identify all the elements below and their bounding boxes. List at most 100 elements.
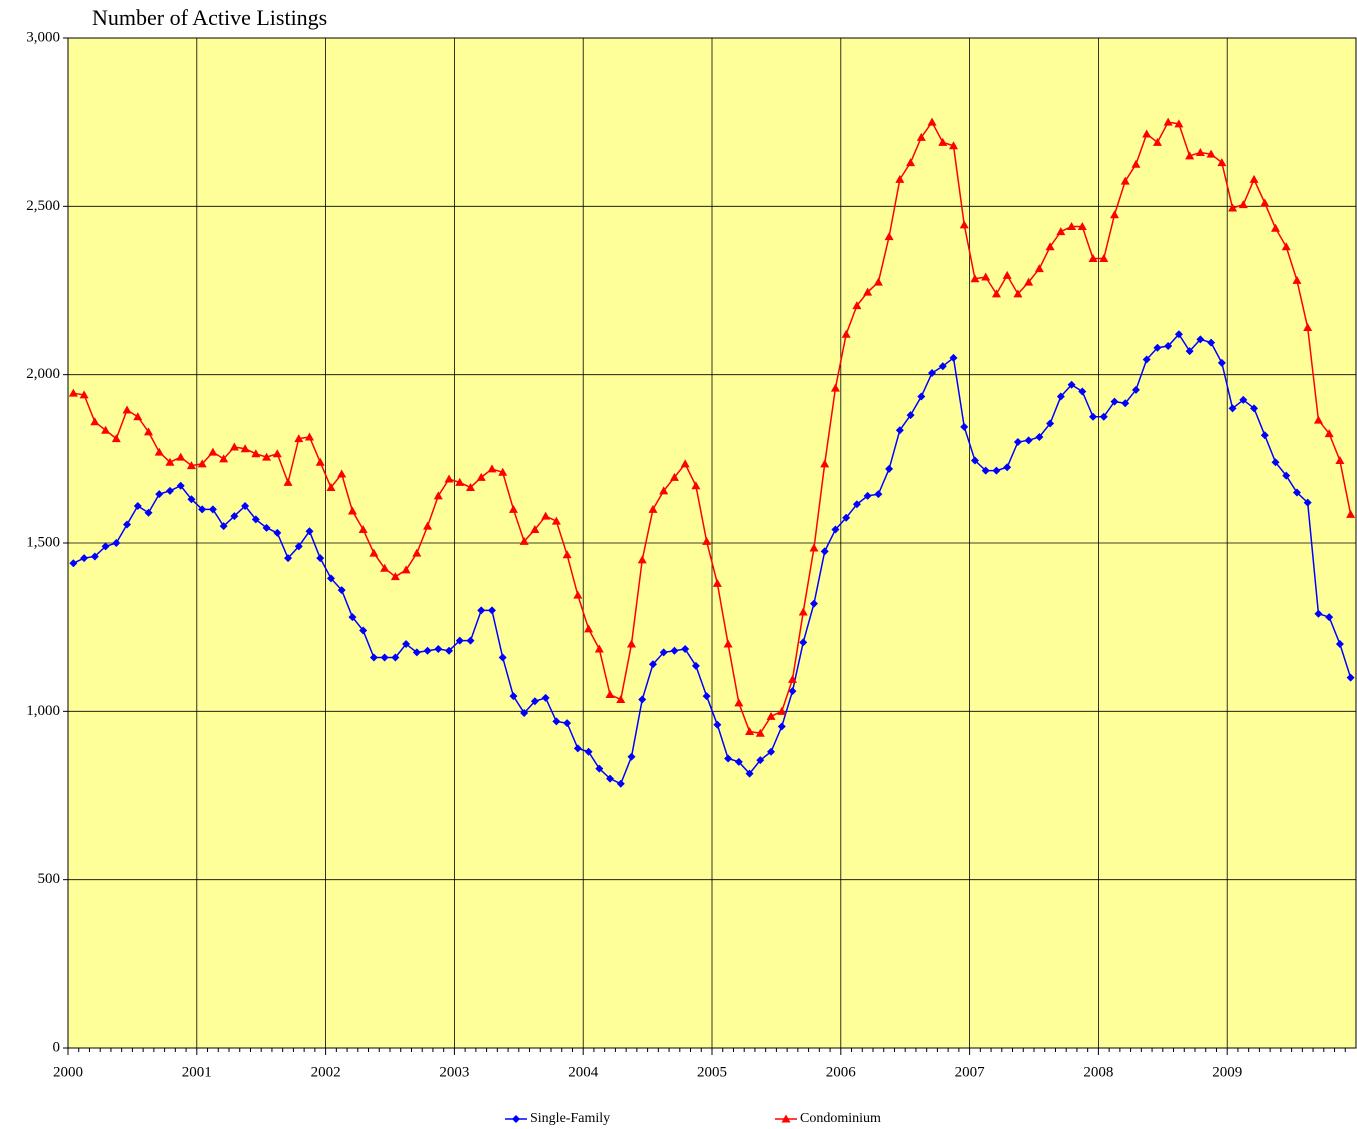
point-marker [541,511,551,520]
point-marker [563,719,572,728]
point-marker [1346,673,1355,682]
point-marker [1046,419,1055,428]
point-marker [863,491,872,500]
point-marker [412,548,422,557]
point-marker [670,646,679,655]
point-marker [756,756,765,765]
y-tick-label: 500 [38,871,61,887]
point-marker [1120,176,1130,185]
point-marker [681,645,690,654]
point-marker [423,521,433,530]
point-marker [112,539,121,547]
point-marker [1260,431,1269,440]
point-marker [1056,392,1065,401]
point-marker [229,442,239,451]
point-marker [573,744,582,753]
point-marker [873,277,883,286]
point-marker [69,559,78,568]
point-marker [348,613,357,622]
x-tick-label: 2008 [1083,1064,1113,1080]
point-marker [637,555,647,564]
point-marker [1185,151,1195,160]
series-line [73,120,1352,735]
point-marker [788,674,797,683]
point-marker [1003,463,1012,472]
point-marker [938,362,947,371]
point-marker [262,523,271,532]
point-marker [1077,222,1087,231]
point-marker [1271,223,1280,232]
point-marker [80,554,89,563]
point-marker [487,464,497,473]
y-tick-label: 1,500 [26,534,60,550]
point-marker [594,644,604,653]
x-tick-label: 2000 [53,1064,83,1080]
point-marker [799,638,808,647]
point-marker [734,698,744,707]
point-marker [434,645,443,654]
point-marker [1142,355,1151,364]
point-marker [326,574,335,583]
point-marker [885,464,894,473]
point-marker [208,447,218,456]
point-marker [512,1115,520,1123]
point-marker [1292,488,1301,497]
point-marker [391,653,400,662]
point-marker [219,522,228,531]
point-marker [294,542,303,551]
point-marker [1185,347,1194,356]
point-marker [219,454,229,463]
point-marker [659,648,668,657]
point-marker [691,481,701,490]
point-marker [1196,335,1205,344]
point-marker [1313,415,1323,424]
point-marker [198,505,207,514]
y-tick-label: 0 [53,1039,61,1055]
point-marker [230,512,239,521]
point-marker [627,639,636,648]
x-tick-label: 2001 [182,1064,212,1080]
point-marker [530,525,540,534]
point-marker [337,469,347,478]
point-marker [358,525,368,534]
point-marker [745,769,754,778]
point-marker [401,565,411,574]
point-marker [155,490,164,499]
point-marker [573,590,583,599]
point-marker [1281,242,1291,251]
point-marker [724,754,733,763]
point-marker [981,466,990,475]
point-marker [1335,640,1344,648]
point-marker [520,709,529,718]
point-marker [68,388,78,397]
point-marker [863,287,873,296]
point-marker [476,472,486,481]
point-marker [702,692,711,701]
point-marker [508,504,518,513]
point-marker [509,692,518,701]
point-marker [616,779,625,788]
point-marker [487,606,496,615]
point-marker [659,486,669,495]
x-tick-label: 2006 [826,1064,857,1080]
point-marker [906,158,916,167]
point-marker [970,274,980,283]
point-marker [315,457,325,466]
point-marker [938,137,948,146]
point-marker [917,392,926,401]
point-marker [208,505,217,514]
legend-label: Condominium [800,1111,881,1126]
point-marker [101,425,111,434]
point-marker [820,459,830,468]
point-marker [1324,429,1334,438]
point-marker [530,697,539,706]
point-marker [380,653,389,662]
point-marker [1034,264,1044,273]
point-marker [1013,289,1023,298]
x-tick-label: 2007 [955,1064,986,1080]
point-marker [949,353,958,362]
point-marker [1099,254,1109,263]
point-marker [895,426,904,435]
y-tick-label: 2,500 [26,198,60,214]
